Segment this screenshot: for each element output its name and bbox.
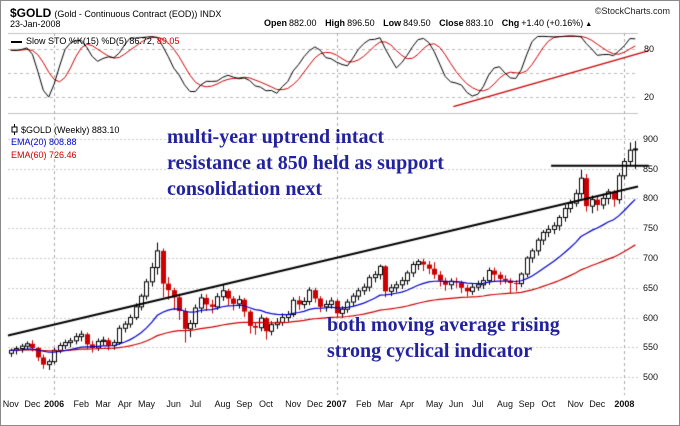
x-axis-label: Nov [567, 399, 584, 409]
price-legend-symbol: $GOLD (Weekly) [21, 125, 90, 135]
price-axis-label: 650 [643, 282, 659, 293]
high-value: 896.50 [347, 18, 375, 28]
x-axis-label: Sep [518, 399, 535, 409]
price-axis-label: 700 [643, 253, 659, 263]
header: $GOLD (Gold - Continuous Contract (EOD)) … [10, 4, 221, 22]
x-axis-label: Apr [117, 399, 132, 409]
close-value: 883.10 [465, 18, 494, 28]
x-axis-label: Aug [214, 399, 231, 409]
ema20-legend: EMA(20) 808.88 [11, 137, 77, 147]
price-axis-label: 800 [643, 193, 659, 204]
price-axis-label: 500 [643, 372, 659, 383]
ema60-legend: EMA(60) 726.46 [11, 150, 77, 160]
price-legend: $GOLD (Weekly) 883.10 [11, 124, 119, 135]
price-axis-label: 900 [643, 133, 659, 144]
x-axis-label: 2006 [44, 399, 65, 409]
sto-axis-label: 20 [644, 92, 655, 102]
x-axis-label: Dec [589, 399, 606, 409]
x-axis-label: Mar [377, 399, 394, 409]
x-axis-label: Jul [189, 399, 202, 409]
annotation-upper: multi-year uptrend intact resistance at … [167, 124, 444, 202]
x-axis-label: Feb [355, 399, 372, 409]
price-axis-label: 750 [643, 223, 659, 234]
x-axis-label: Oct [258, 399, 273, 409]
low-label: Low [383, 18, 402, 28]
candlestick-icon [11, 124, 18, 135]
x-axis-label: Jun [448, 399, 464, 409]
x-axis-label: Oct [541, 399, 556, 409]
chg-value: +1.40 (+0.16%) [521, 18, 584, 28]
x-axis-label: May [425, 399, 443, 409]
price-axis-label: 550 [643, 342, 659, 353]
x-axis-label: Sep [236, 399, 253, 409]
x-axis-label: Dec [306, 399, 323, 409]
x-axis-label: 2007 [326, 399, 347, 409]
symbol-description: (Gold - Continuous Contract (EOD)) INDX [54, 9, 222, 19]
symbol: $GOLD [10, 6, 52, 20]
sto-k-value: 86.72, [129, 36, 155, 46]
line-icon [11, 40, 22, 43]
x-axis-label: Apr [400, 399, 415, 409]
annotation-line: strong cyclical indicator [327, 340, 533, 362]
high-label: High [325, 18, 346, 28]
x-axis-label: Feb [73, 399, 90, 409]
x-axis-label: Nov [2, 399, 19, 409]
sto-legend: Slow STO %K(15) %D(5) 86.72, 89.05 [11, 36, 179, 46]
price-axis-label: 600 [643, 312, 659, 323]
chg-label: Chg [501, 18, 520, 28]
x-axis-label: Mar [95, 399, 111, 409]
annotation-lower: both moving average rising strong cyclic… [327, 312, 560, 364]
x-axis-label: Dec [24, 399, 41, 409]
price-axis-label: 850 [643, 163, 659, 174]
price-legend-last: 883.10 [91, 125, 120, 135]
sto-d-value: 89.05 [156, 36, 180, 46]
x-axis-label: Nov [285, 399, 302, 409]
low-value: 849.50 [403, 18, 431, 28]
annotation-line: resistance at 850 held as support [167, 152, 444, 174]
annotation-line: consolidation next [167, 178, 323, 200]
copyright: ©StockCharts.com [594, 6, 670, 16]
quote-line: Open 882.00 High 896.50 Low 849.50 Close 883… [264, 18, 592, 28]
sto-axis-label: 80 [644, 44, 655, 54]
x-axis-label: 2008 [614, 399, 635, 409]
x-axis-label: Aug [496, 399, 513, 409]
open-value: 882.00 [289, 18, 317, 28]
close-label: Close [439, 18, 464, 28]
sto-label: Slow STO %K(15) %D(5) [26, 36, 127, 46]
x-axis-label: Jun [166, 399, 181, 409]
up-arrow-icon: ▲ [585, 21, 593, 28]
annotation-line: both moving average rising [327, 314, 560, 336]
open-label: Open [264, 18, 288, 28]
annotation-line: multi-year uptrend intact [167, 126, 385, 148]
x-axis-label: May [137, 399, 155, 409]
x-axis-label: Jul [472, 399, 484, 409]
date-label: 23-Jan-2008 [10, 19, 61, 29]
